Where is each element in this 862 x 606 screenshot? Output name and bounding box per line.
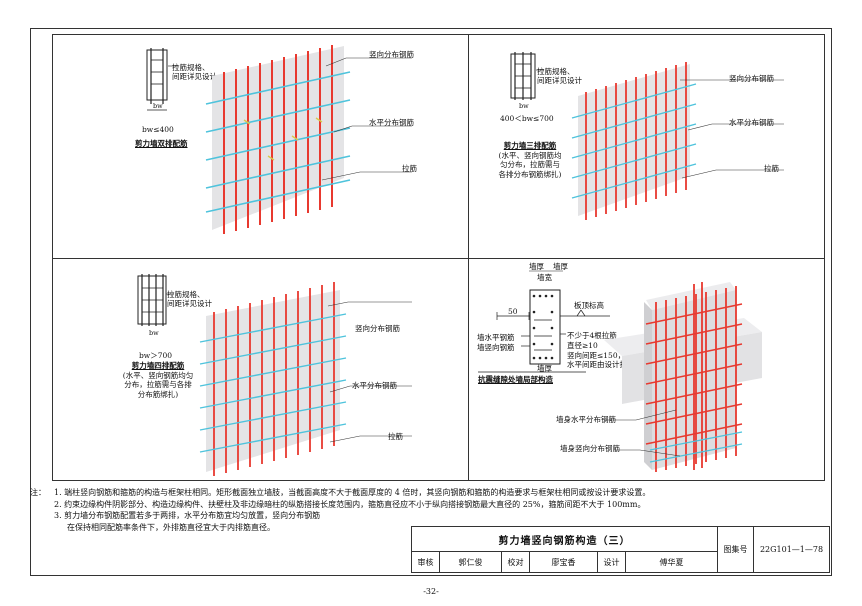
panel3-label-horizontal: 水平分布钢筋	[352, 381, 397, 390]
panel3-caption-sub-2: 分布，拉筋需与各排	[124, 380, 192, 389]
panel1-caption: 剪力墙双排配筋	[135, 139, 188, 148]
panel4-left-label-2: 墙竖向钢筋	[477, 343, 515, 352]
panel2-caption-sub-1: (水平、竖向钢筋均	[498, 150, 562, 160]
drawing-frame	[30, 28, 832, 576]
panel4-caption: 抗震缝隙处墙局部构造	[478, 375, 553, 384]
panel2-horizontal-bars	[571, 83, 697, 199]
atlas-number: 22G101—1—78	[753, 526, 830, 573]
panel4-note-3: 竖向间距≤150，	[567, 351, 626, 360]
panel3-dim-label: bw	[149, 329, 159, 337]
page-number: -32-	[423, 587, 439, 596]
title-block: 剪力墙竖向钢筋构造（三） 图集号 22G101—1—78 审核 郭仁俊 校对 廖…	[411, 526, 830, 573]
panel1-tie-bars	[243, 117, 323, 161]
note-1: 1. 端柱竖向钢筋和箍筋的构造与框架柱相同。矩形截面独立墙肢，当截面高度不大于截…	[54, 488, 651, 497]
panel1-label-tie: 拉筋	[402, 164, 417, 173]
panel2-caption-sub-3: 各排分布钢筋绑扎)	[498, 169, 562, 179]
panel1-tie-note-2: 间距详见设计	[172, 72, 217, 81]
panel1-horizontal-bars	[205, 71, 351, 213]
note-3: 3. 剪力墙分布钢筋配置若多于两排，水平分布筋宜均匀放置，竖向分布钢筋	[54, 511, 321, 521]
panel1-label-horizontal: 水平分布钢筋	[369, 118, 414, 127]
panel2-label-horizontal: 水平分布钢筋	[729, 118, 774, 127]
panel4-slab-label: 板顶标高	[574, 301, 604, 310]
panel2-tie-note-2: 间距详见设计	[537, 76, 582, 85]
panel2-dim-label: bw	[519, 102, 529, 110]
check-label: 校对	[501, 551, 530, 573]
panel2-tie-note-1: 拉筋规格、	[537, 67, 575, 76]
panel2-caption-sub-2: 匀分布，拉筋需与	[500, 160, 560, 169]
notes-prefix: 注：	[30, 488, 46, 497]
panel4-top-label-1: 墙厚	[529, 262, 544, 271]
panel1-condition: bw≤400	[142, 125, 174, 134]
panel1-tie-note-1: 拉筋规格、	[172, 63, 210, 72]
panel4-note-4: 水平间距由设计指定	[567, 360, 635, 369]
panel-horizontal-divider	[52, 258, 825, 259]
panel3-label-tie: 拉筋	[388, 432, 403, 441]
atlas-label: 图集号	[717, 526, 754, 573]
drawing-notes: 注： 1. 端柱竖向钢筋和箍筋的构造与框架柱相同。矩形截面独立墙肢，当截面高度不大…	[30, 487, 830, 533]
panel4-label-horizontal: 墙身水平分布钢筋	[556, 415, 616, 424]
note-3-continued: 在保持相同配筋率条件下，外排筋直径宜大于内排筋直径。	[67, 522, 275, 532]
review-label: 审核	[411, 551, 440, 573]
panel3-caption-sub-3: 分布筋绑扎)	[137, 389, 179, 399]
panel3-label-vertical: 竖向分布钢筋	[355, 324, 400, 333]
panel4-note-2: 直径≥10	[567, 341, 598, 350]
panels-border	[52, 34, 825, 481]
reviewer-name: 郭仁俊	[439, 551, 502, 573]
panel2-condition: 400＜bw≤700	[500, 114, 554, 123]
panel2-label-vertical: 竖向分布钢筋	[729, 74, 774, 83]
panel1-vertical-bars	[223, 45, 333, 234]
panel2-caption-block: 剪力墙三排配筋 (水平、竖向钢筋均 匀分布，拉筋需与 各排分布钢筋绑扎)	[482, 141, 578, 179]
designer-name: 傅华夏	[625, 551, 718, 573]
panel3-caption-block: 剪力墙四排配筋 (水平、竖向钢筋均匀 分布，拉筋需与各排 分布筋绑扎)	[106, 361, 210, 399]
panel4-stirrups	[645, 303, 743, 445]
panel4-horizontal-bars	[649, 431, 743, 463]
panel2-label-tie: 拉筋	[764, 164, 779, 173]
panel3-condition: bw＞700	[139, 351, 173, 360]
panel3-tie-note-1: 拉筋规格、	[167, 290, 205, 299]
panel4-bottom-label: 墙厚	[537, 364, 552, 373]
panel3-caption: 剪力墙四排配筋	[131, 361, 185, 370]
note-2: 2. 约束边缘构件阴影部分、构造边缘构件、扶壁柱及非边缘暗柱的纵筋搭接长度范围内…	[54, 499, 646, 509]
panel4-left-label-1: 墙水平钢筋	[477, 333, 515, 342]
design-label: 设计	[597, 551, 626, 573]
panel4-label-vertical: 墙身竖向分布钢筋	[560, 444, 620, 453]
panel3-caption-sub-1: (水平、竖向钢筋均匀	[122, 370, 194, 380]
checker-name: 廖宝香	[529, 551, 598, 573]
drawing-title: 剪力墙竖向钢筋构造（三）	[411, 526, 718, 552]
panel4-note-1: 不少于4根拉筋	[567, 331, 617, 340]
panel2-caption: 剪力墙三排配筋	[503, 141, 557, 150]
panel3-horizontal-bars	[199, 313, 347, 453]
panel3-vertical-bars	[213, 282, 335, 476]
panel4-top-sub: 墙宽	[537, 273, 552, 282]
panel1-dim-label: bw	[153, 102, 163, 110]
panel4-dim-50: 50	[508, 307, 518, 316]
panel3-tie-note-2: 间距详见设计	[167, 299, 212, 308]
panel1-label-vertical: 竖向分布钢筋	[369, 50, 414, 59]
panel-vertical-divider	[468, 34, 469, 481]
panel4-top-label-2: 墙厚	[553, 262, 568, 271]
